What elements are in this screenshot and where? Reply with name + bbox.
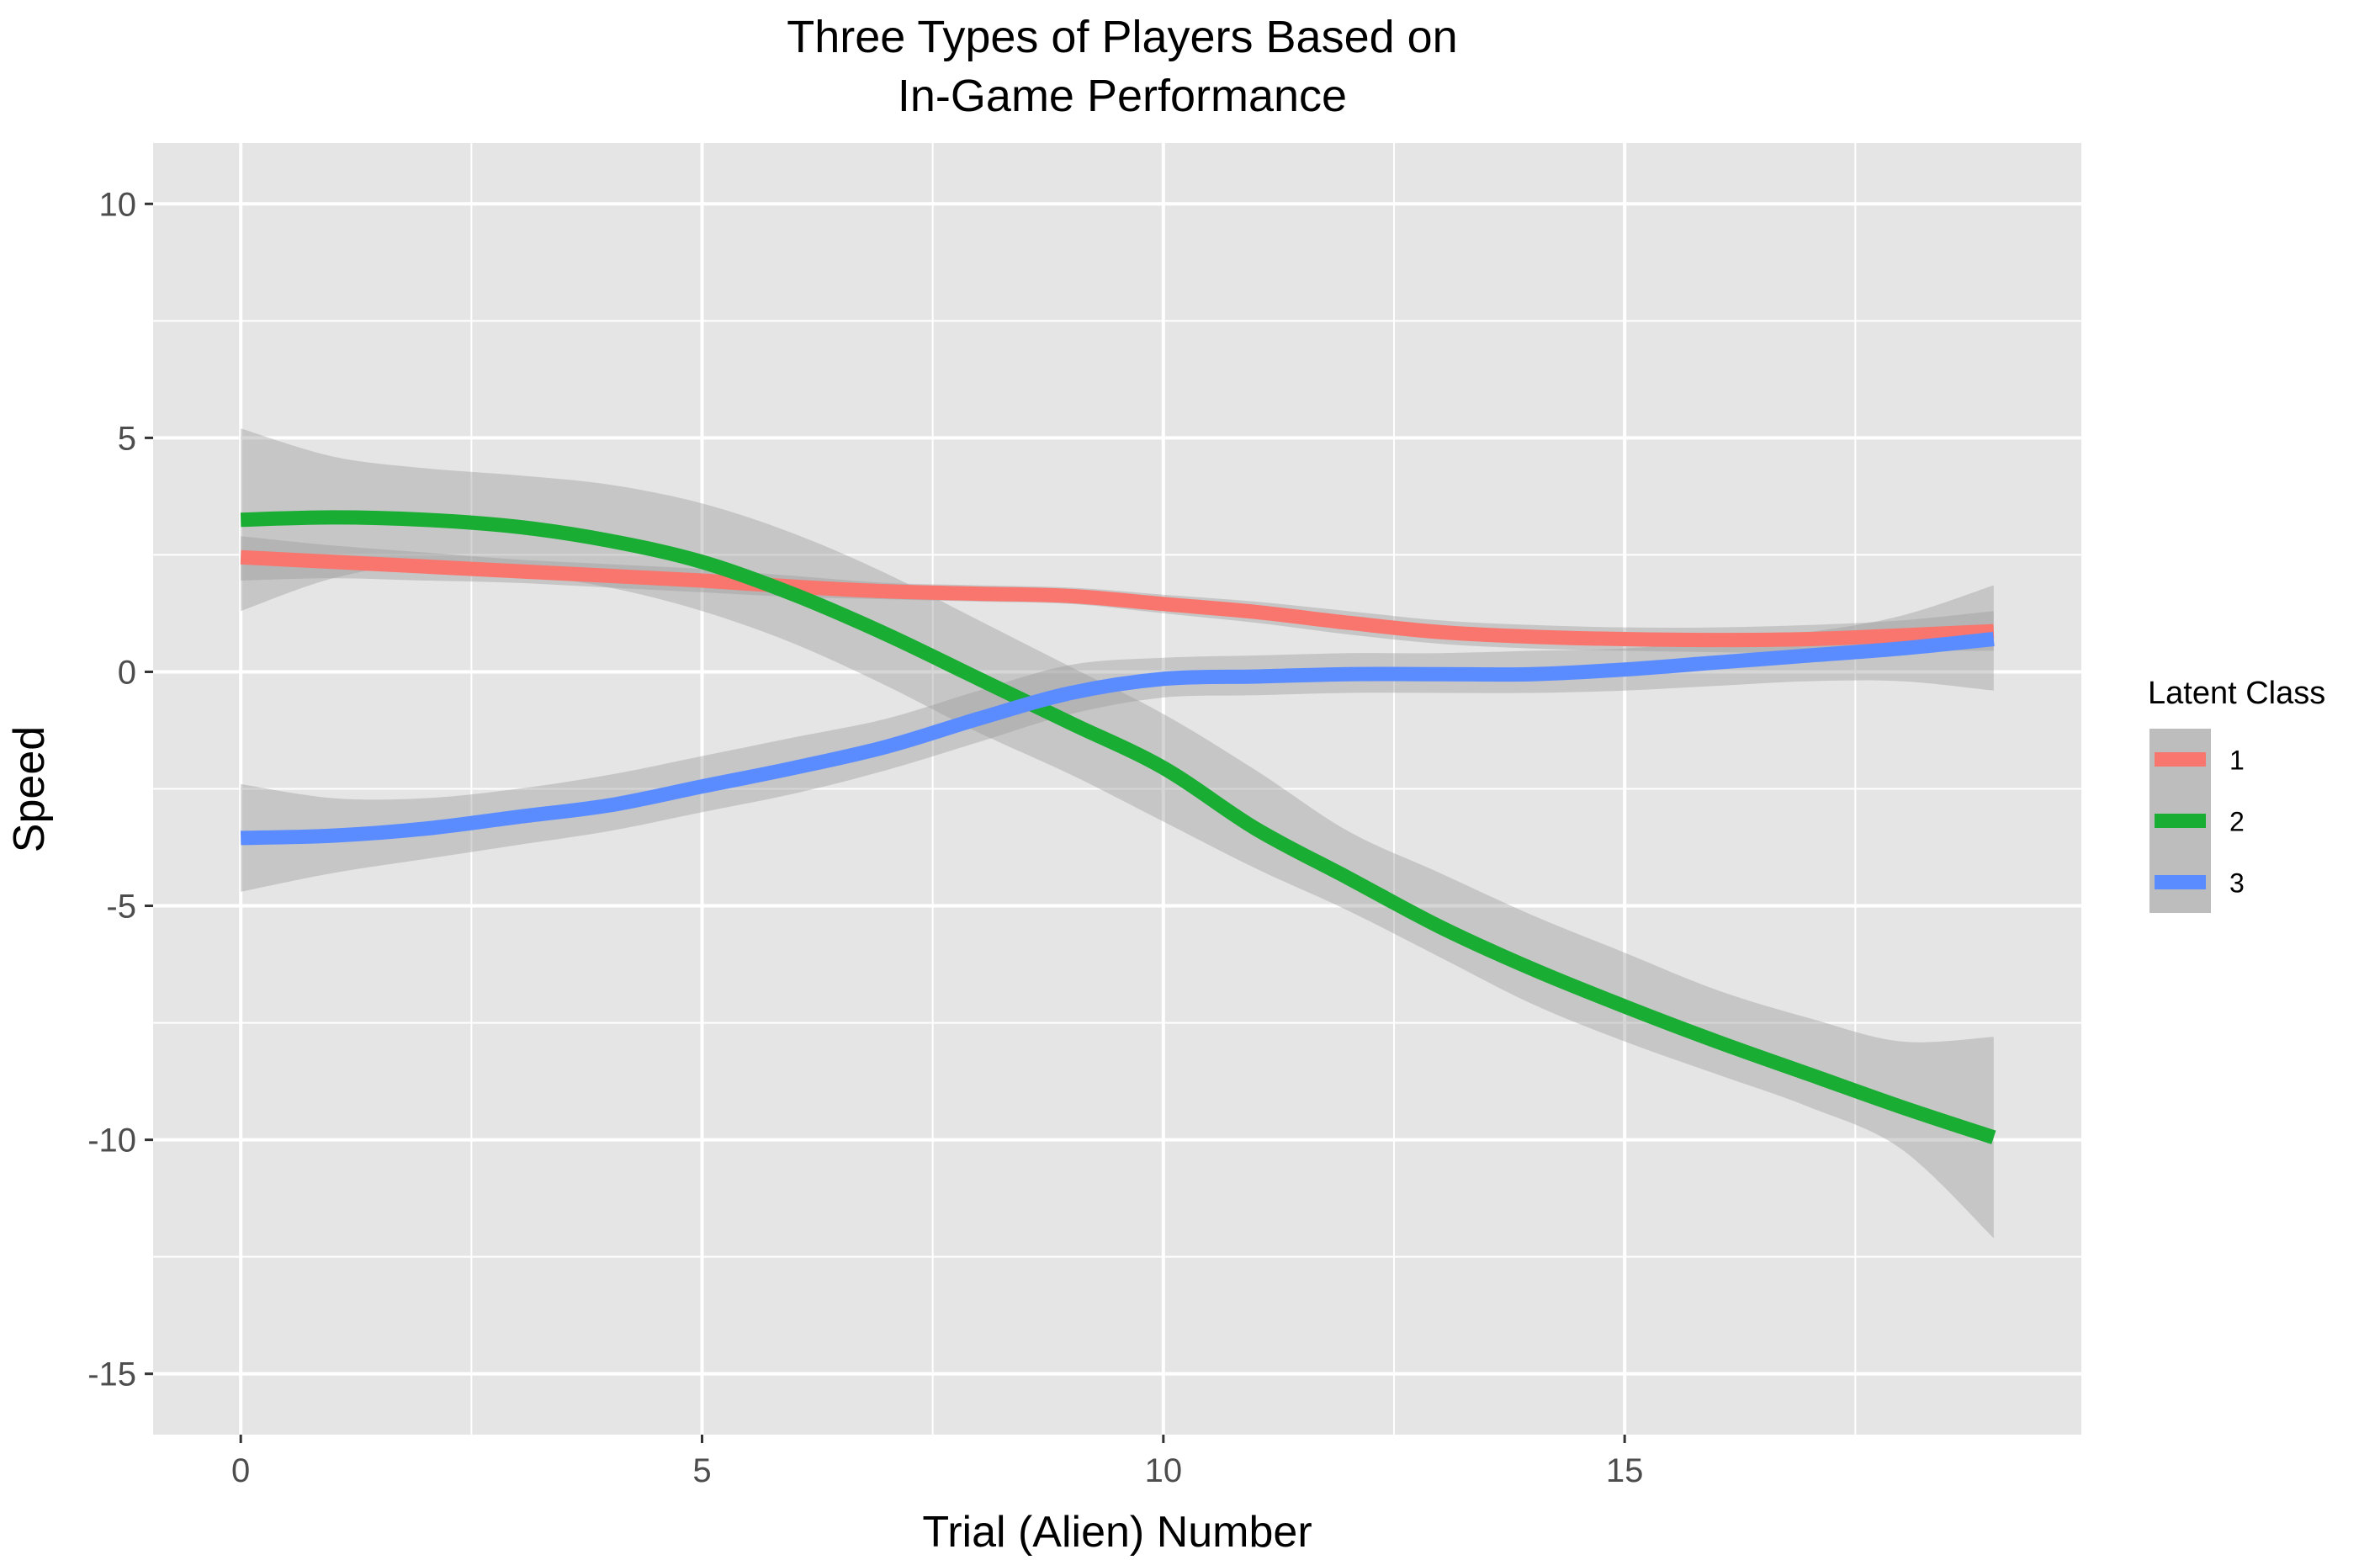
legend-label: 1 xyxy=(2229,746,2245,776)
legend-title: Latent Class xyxy=(2148,676,2325,711)
y-tick-label: 5 xyxy=(118,420,136,457)
line-class-3 xyxy=(240,632,1995,846)
y-tick-label: 10 xyxy=(99,186,137,223)
legend: Latent Class 1 2 3 xyxy=(2148,676,2325,913)
y-axis-title: Speed xyxy=(5,726,54,852)
series-lines xyxy=(240,510,1996,1144)
x-axis: 0 5 10 15 xyxy=(231,1435,1643,1489)
band-class-2 xyxy=(241,428,1994,1239)
x-tick-label: 10 xyxy=(1145,1452,1183,1489)
line-class-1 xyxy=(240,549,1995,648)
legend-label: 3 xyxy=(2229,868,2245,899)
legend-label: 2 xyxy=(2229,807,2245,837)
x-tick-label: 0 xyxy=(231,1452,250,1489)
chart-title-line1: Three Types of Players Based on xyxy=(787,12,1457,62)
y-tick-label: -5 xyxy=(106,889,136,926)
x-axis-title: Trial (Alien) Number xyxy=(922,1508,1312,1557)
line-class-2 xyxy=(240,510,1996,1144)
y-tick-label: -15 xyxy=(87,1356,136,1393)
x-tick-label: 5 xyxy=(692,1452,711,1489)
y-axis: 10 5 0 -5 -10 -15 xyxy=(87,186,153,1393)
x-tick-label: 15 xyxy=(1606,1452,1644,1489)
y-tick-label: -10 xyxy=(87,1122,136,1159)
y-tick-label: 0 xyxy=(118,654,136,691)
band-class-3 xyxy=(241,585,1994,892)
chart-title-line2: In-Game Performance xyxy=(898,71,1347,121)
